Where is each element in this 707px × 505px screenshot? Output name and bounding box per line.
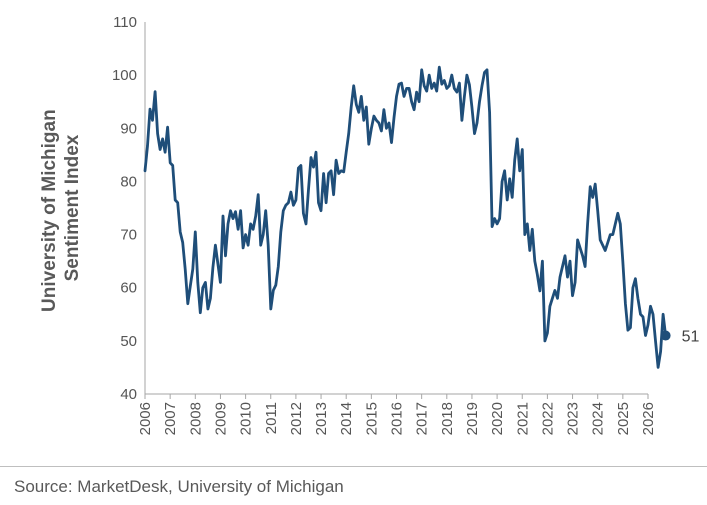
plot-area: 51 <box>143 65 700 369</box>
x-tick-label: 2026 <box>640 402 657 435</box>
y-axis-label-line-1: University of Michigan <box>39 109 60 312</box>
y-tick-label: 80 <box>120 173 137 190</box>
x-tick-label: 2012 <box>288 402 305 435</box>
x-tick-label: 2008 <box>187 402 204 435</box>
x-tick-label: 2024 <box>590 402 607 435</box>
source-note: Source: MarketDesk, University of Michig… <box>14 477 344 496</box>
x-tick-label: 2007 <box>162 402 179 435</box>
last-value-label: 51 <box>682 329 700 346</box>
y-tick-label: 90 <box>120 120 137 137</box>
x-tick-label: 2009 <box>212 402 229 435</box>
x-axis: 2006 2007 2008 2009 2010 2011 2012 2013 2014 2015… <box>137 393 657 435</box>
last-point-marker <box>660 330 671 341</box>
y-axis-label-line-2: Sentiment Index <box>62 134 83 281</box>
y-tick-label: 100 <box>112 67 137 84</box>
x-tick-label: 2015 <box>363 402 380 435</box>
x-tick-label: 2025 <box>615 402 632 435</box>
x-tick-label: 2019 <box>464 402 481 435</box>
x-tick-label: 2021 <box>514 402 531 435</box>
y-tick-label: 70 <box>120 227 137 244</box>
y-tick-label: 60 <box>120 280 137 297</box>
x-tick-label: 2023 <box>565 402 582 435</box>
x-tick-label: 2014 <box>338 402 355 435</box>
y-axis: 40 50 60 70 80 90 100 110 <box>112 14 146 403</box>
footer-divider <box>0 466 707 467</box>
x-tick-label: 2011 <box>263 402 280 434</box>
y-tick-label: 50 <box>120 333 137 350</box>
y-tick-label: 110 <box>113 14 137 31</box>
x-tick-label: 2017 <box>414 402 431 435</box>
y-axis-label: University of Michigan Sentiment Index <box>39 104 83 312</box>
x-tick-label: 2010 <box>238 402 255 435</box>
x-tick-label: 2020 <box>489 402 506 435</box>
x-tick-label: 2006 <box>137 402 154 435</box>
x-tick-label: 2016 <box>389 402 406 435</box>
x-tick-label: 2018 <box>439 402 456 435</box>
x-tick-label: 2013 <box>313 402 330 435</box>
y-tick-label: 40 <box>120 386 137 403</box>
x-tick-label: 2022 <box>539 402 556 435</box>
series-line <box>143 65 667 369</box>
